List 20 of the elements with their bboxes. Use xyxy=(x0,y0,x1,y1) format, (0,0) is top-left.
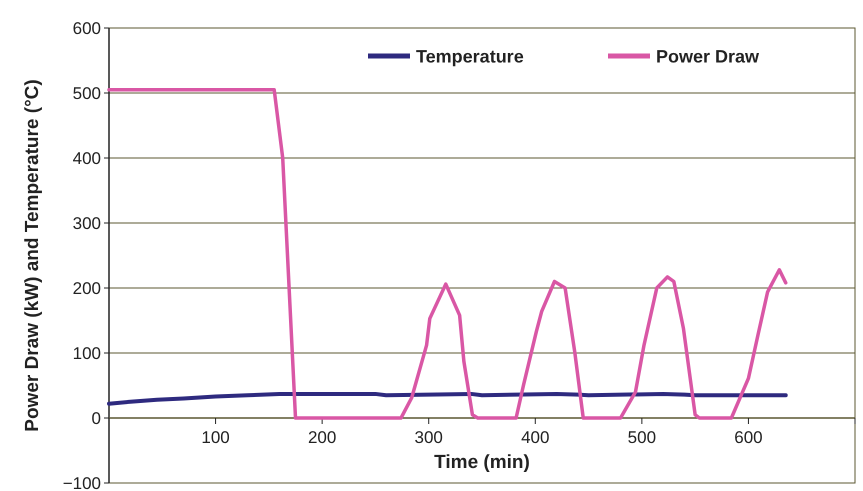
x-axis-title: Time (min) xyxy=(434,452,530,473)
y-tick-label: 100 xyxy=(72,344,101,363)
legend-label: Temperature xyxy=(416,46,524,66)
y-tick-label: 500 xyxy=(72,84,101,103)
legend-label: Power Draw xyxy=(656,46,760,66)
line-series xyxy=(107,392,788,406)
y-axis-title: Power Draw (kW) and Temperature (°C) xyxy=(22,79,43,432)
x-tick-label: 200 xyxy=(308,428,336,447)
y-tick-label: 600 xyxy=(72,18,101,38)
y-tick-label: 0 xyxy=(92,408,101,428)
y-tick-label: 400 xyxy=(72,148,101,168)
line-series xyxy=(107,88,788,420)
y-tick-label: 300 xyxy=(72,214,101,233)
x-tick-label: 100 xyxy=(201,428,230,447)
x-tick-label: 600 xyxy=(734,428,763,447)
x-tick-label: 400 xyxy=(521,428,550,447)
x-tick-label: 500 xyxy=(628,428,656,447)
y-tick-label: −100 xyxy=(62,474,101,491)
y-tick-label: 200 xyxy=(72,278,101,298)
x-tick-label: 300 xyxy=(414,428,443,447)
